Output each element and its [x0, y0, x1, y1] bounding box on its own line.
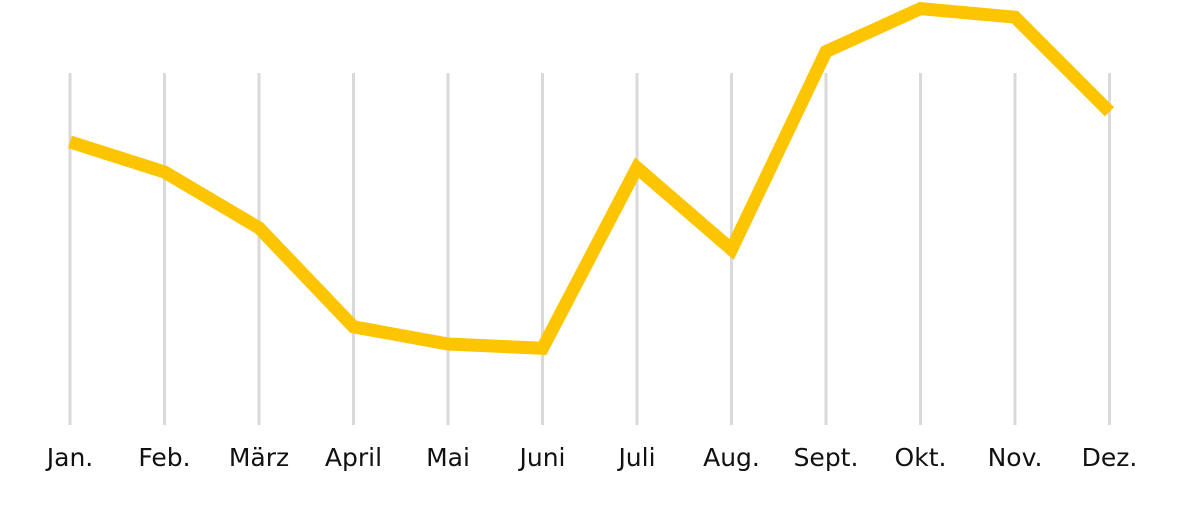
x-tick-label: Feb. [138, 443, 190, 472]
x-tick-label: Nov. [988, 443, 1043, 472]
data-line [68, 1, 1115, 355]
x-tick-label: Mai [426, 443, 470, 472]
x-tick-label: April [325, 443, 382, 472]
x-tick-label: Sept. [794, 443, 859, 472]
x-tick-label: Juli [616, 443, 655, 472]
x-tick-label: Aug. [703, 443, 760, 472]
x-tick-label: Juni [517, 443, 565, 472]
x-tick-label: Dez. [1082, 443, 1138, 472]
x-tick-label: Okt. [895, 443, 947, 472]
x-tick-label: Jan. [45, 443, 93, 472]
x-tick-label: März [229, 443, 289, 472]
